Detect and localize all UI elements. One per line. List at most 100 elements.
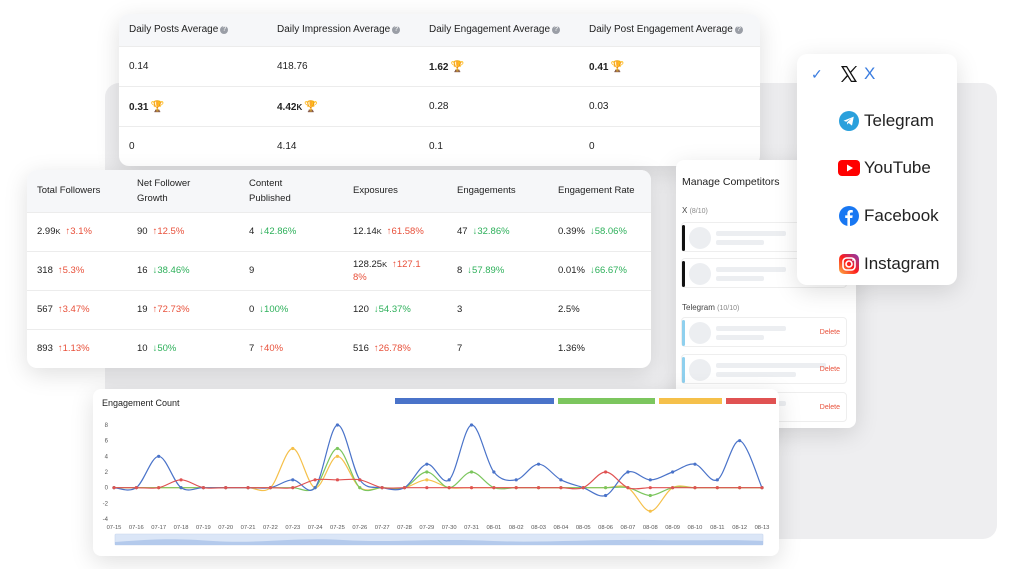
arrow-down-icon: ↓ [152,265,158,276]
telegram-section-count: (10/10) [717,305,740,312]
x-tick-label: 07-15 [107,525,122,531]
platform-option-instagram[interactable]: Instagram [797,244,957,284]
avg-cell: 0.41 🏆 [579,45,760,86]
delete-button[interactable]: Delete [819,404,840,411]
change-percent: 3.1% [70,226,92,237]
arrow-up-icon: ↑ [386,226,392,237]
avg-cell: 0.28 [419,85,579,126]
y-tick-label: 8 [105,423,109,429]
data-point [603,470,608,474]
x-tick-label: 08-03 [531,525,546,531]
data-point [514,478,518,482]
table-row: 0.14 418.76 1.62 🏆 0.41 🏆 [119,45,760,86]
competitor-row[interactable]: Delete [681,354,847,384]
change-percent: 38.46% [157,265,190,276]
unit-suffix: K [382,259,388,269]
data-point [201,486,205,490]
avg-header-3: Daily Post Engagement Average? [579,14,760,46]
info-icon[interactable]: ? [552,25,561,34]
table-row: 318 ↑5.3% 16 ↓38.46% 9 128.25K ↑127.18% 8 ↓57.89… [27,250,651,290]
followers-cell: 893 ↑1.13% [27,328,127,368]
avg-header-2: Daily Engagement Average? [419,14,579,46]
y-tick-label: 6 [105,439,109,445]
data-point [648,486,652,490]
info-icon[interactable]: ? [734,25,743,34]
x-tick-label: 07-22 [263,525,278,531]
followers-cell: 19 ↑72.73% [127,289,239,329]
data-point [313,478,317,482]
x-tick-label: 08-13 [755,525,770,531]
followers-cell: 10 ↓50% [127,328,239,368]
avg-value: 0.14 [129,60,149,72]
x-tick-label: 07-26 [352,525,367,531]
y-tick-label: -2 [103,501,109,507]
platform-label-instagram: Instagram [864,254,940,273]
trophy-icon: 🏆 [450,60,465,73]
platform-option-youtube[interactable]: YouTube [797,148,957,188]
metric-value: 47 [457,226,468,237]
x-tick-label: 08-02 [509,525,524,531]
change-percent: 57.89% [472,265,505,276]
x-tick-label: 08-01 [486,525,501,531]
metric-value: 19 [137,304,148,315]
followers-cell: 1.36% [548,328,651,368]
daily-averages-table: Daily Posts Average? Daily Impression Ave… [119,14,760,166]
arrow-up-icon: ↑ [65,226,71,237]
delete-button[interactable]: Delete [819,329,840,336]
avg-value: 0.1 [429,140,443,152]
competitor-row[interactable]: Delete [681,317,847,347]
x-tick-label: 08-06 [598,525,613,531]
change-percent: 40% [264,343,284,355]
engagement-count-chart: -4 -2 0 2 4 6 8 07-15 07-16 07-17 07-18 07-19 07-20 0… [93,389,779,556]
data-point [715,486,719,490]
platform-option-telegram[interactable]: Telegram [797,101,957,141]
followers-header-3: Exposures [343,170,447,212]
legend-swatch [395,398,554,404]
followers-cell: 516 ↑26.78% [343,328,447,368]
x-tick-label: 07-28 [397,525,412,531]
followers-cell: 120 ↓54.37% [343,289,447,329]
x-tick-label: 07-25 [330,525,345,531]
delete-button[interactable]: Delete [819,366,840,373]
table-row: 893 ↑1.13% 10 ↓50% 7 ↑40% 516 ↑26.78% 7 1.36% [27,328,651,368]
change-down: ↓54.37% [374,304,411,315]
data-point [380,486,384,490]
x-section-name: X [682,206,688,215]
followers-cell: 9 [239,250,343,290]
arrow-up-icon: ↑ [57,343,63,355]
arrow-down-icon: ↓ [259,304,265,315]
legend-swatch [659,398,722,404]
platform-option-x[interactable]: ✓ X [797,54,957,94]
platform-option-facebook[interactable]: Facebook [797,196,957,236]
platform-label-youtube: YouTube [864,158,931,177]
change-up: ↑12.5% [153,226,185,237]
info-icon[interactable]: ? [392,25,401,34]
info-icon[interactable]: ? [220,25,229,34]
followers-header-4: Engagements [447,170,548,212]
data-point [581,486,585,490]
chart-title: Engagement Count [102,398,180,408]
avg-cell: 0 [119,125,267,166]
metric-value: 2.99 [37,226,56,237]
data-point [179,478,183,482]
x-tick-label: 07-16 [129,525,144,531]
followers-cell: 8 ↓57.89% [447,250,548,290]
followers-cell: 2.99K ↑3.1% [27,211,127,251]
avg-cell: 0 [579,125,760,166]
unit-suffix: K [296,102,303,112]
data-point [671,470,675,474]
avg-value: 418.76 [277,60,308,72]
metric-value: 4 [249,226,255,237]
avg-cell: 418.76 [267,45,419,86]
competitors-title: Manage Competitors [682,176,780,188]
arrow-down-icon: ↓ [467,265,473,276]
change-percent: 12.5% [157,226,185,237]
followers-cell: 7 [447,328,548,368]
series-line [113,424,763,497]
table-row: 0 4.14 0.1 0 [119,125,760,166]
metric-value: 0.39% [558,226,585,237]
metric-value: 893 [37,343,53,355]
y-tick-label: 0 [105,486,109,492]
avg-cell: 1.62 🏆 [419,45,579,86]
x-tick-label: 07-27 [375,525,390,531]
